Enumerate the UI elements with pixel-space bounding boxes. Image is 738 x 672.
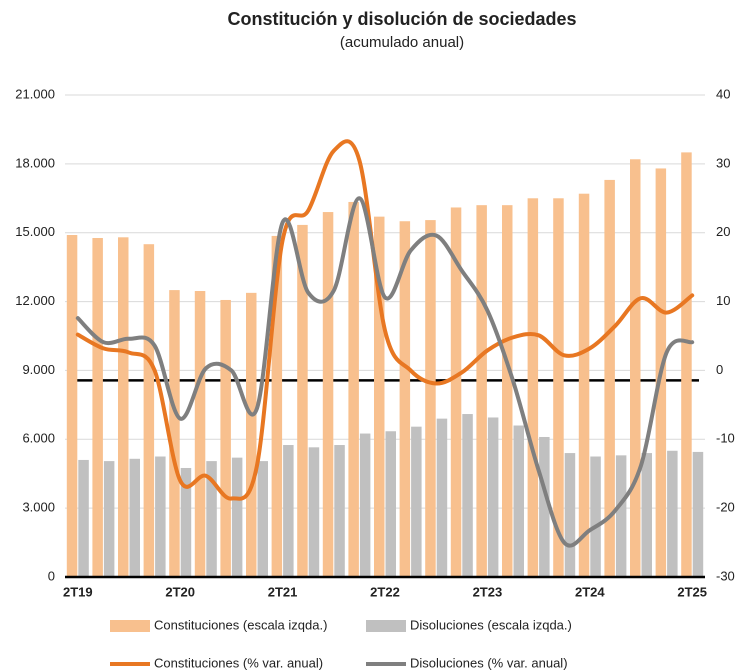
y2-tick-label: -30	[716, 568, 735, 583]
bar	[590, 456, 601, 577]
bar	[103, 461, 115, 577]
bar	[220, 299, 231, 577]
bar	[271, 235, 283, 577]
bar	[411, 426, 422, 577]
bar	[257, 461, 268, 577]
bar	[462, 414, 473, 577]
legend-label: Constituciones (% var. anual)	[154, 655, 323, 670]
line	[75, 196, 695, 548]
x-tick-label: 2T21	[268, 584, 298, 599]
bar	[283, 445, 294, 577]
y-tick-label: 21.000	[15, 86, 55, 101]
bar	[487, 417, 499, 577]
bar	[322, 212, 334, 578]
bar	[334, 445, 345, 577]
legend-label: Disoluciones (escala izqda.)	[410, 617, 572, 632]
y-tick-label: 6.000	[22, 431, 55, 446]
bar	[180, 467, 192, 577]
y2-tick-label: -20	[716, 500, 735, 515]
legend-swatch	[110, 620, 150, 632]
bar	[246, 292, 257, 577]
chart-subtitle: (acumulado anual)	[340, 34, 464, 51]
bar	[513, 425, 524, 577]
y2-tick-label: 30	[716, 155, 730, 170]
legend-label: Disoluciones (% var. anual)	[410, 655, 568, 670]
bar	[385, 431, 396, 577]
bar	[231, 457, 243, 577]
bar	[578, 193, 590, 577]
legend-label: Constituciones (escala izqda.)	[154, 617, 327, 632]
bar	[527, 198, 539, 578]
y-tick-label: 3.000	[22, 500, 55, 515]
y-tick-label: 15.000	[15, 224, 55, 239]
bar	[92, 237, 103, 577]
bar	[425, 220, 436, 578]
chart-title: Constitución y disolución de sociedades	[227, 9, 576, 29]
bar	[155, 456, 166, 577]
y-tick-label: 18.000	[15, 155, 55, 170]
bar	[359, 433, 371, 577]
legend-swatch	[366, 620, 406, 632]
bar	[667, 450, 678, 577]
y-tick-label: 9.000	[22, 362, 55, 377]
line	[75, 139, 695, 501]
y2-tick-label: 40	[716, 86, 730, 101]
bar	[66, 235, 78, 577]
x-tick-label: 2T20	[165, 584, 195, 599]
x-tick-label: 2T22	[370, 584, 400, 599]
bar	[297, 224, 308, 578]
x-tick-label: 2T19	[63, 584, 93, 599]
y-tick-label: 12.000	[15, 293, 55, 308]
bar	[604, 179, 615, 577]
bar	[206, 461, 217, 577]
bar	[502, 205, 513, 577]
bar	[539, 436, 550, 577]
bar	[374, 216, 385, 577]
x-tick-label: 2T23	[473, 584, 503, 599]
bar	[553, 198, 564, 578]
y2-tick-label: 20	[716, 224, 730, 239]
x-tick-label: 2T25	[677, 584, 707, 599]
y-tick-label: 0	[48, 568, 55, 583]
y2-tick-label: -10	[716, 431, 735, 446]
bar	[194, 291, 206, 577]
bar	[129, 458, 140, 577]
bar	[169, 290, 180, 577]
bar	[692, 451, 704, 577]
bar	[399, 221, 411, 577]
bar	[348, 201, 359, 577]
bar	[78, 459, 89, 577]
bar	[615, 455, 627, 577]
bar	[564, 453, 576, 577]
y2-tick-label: 10	[716, 293, 730, 308]
bar	[476, 205, 487, 577]
bar	[681, 152, 692, 577]
bar	[143, 244, 155, 577]
x-tick-label: 2T24	[575, 584, 605, 599]
bar	[308, 447, 320, 577]
bar	[450, 207, 462, 577]
bar	[630, 159, 641, 577]
bar	[641, 453, 652, 577]
y2-tick-label: 0	[716, 362, 723, 377]
bar	[436, 418, 448, 577]
bar	[118, 237, 129, 578]
